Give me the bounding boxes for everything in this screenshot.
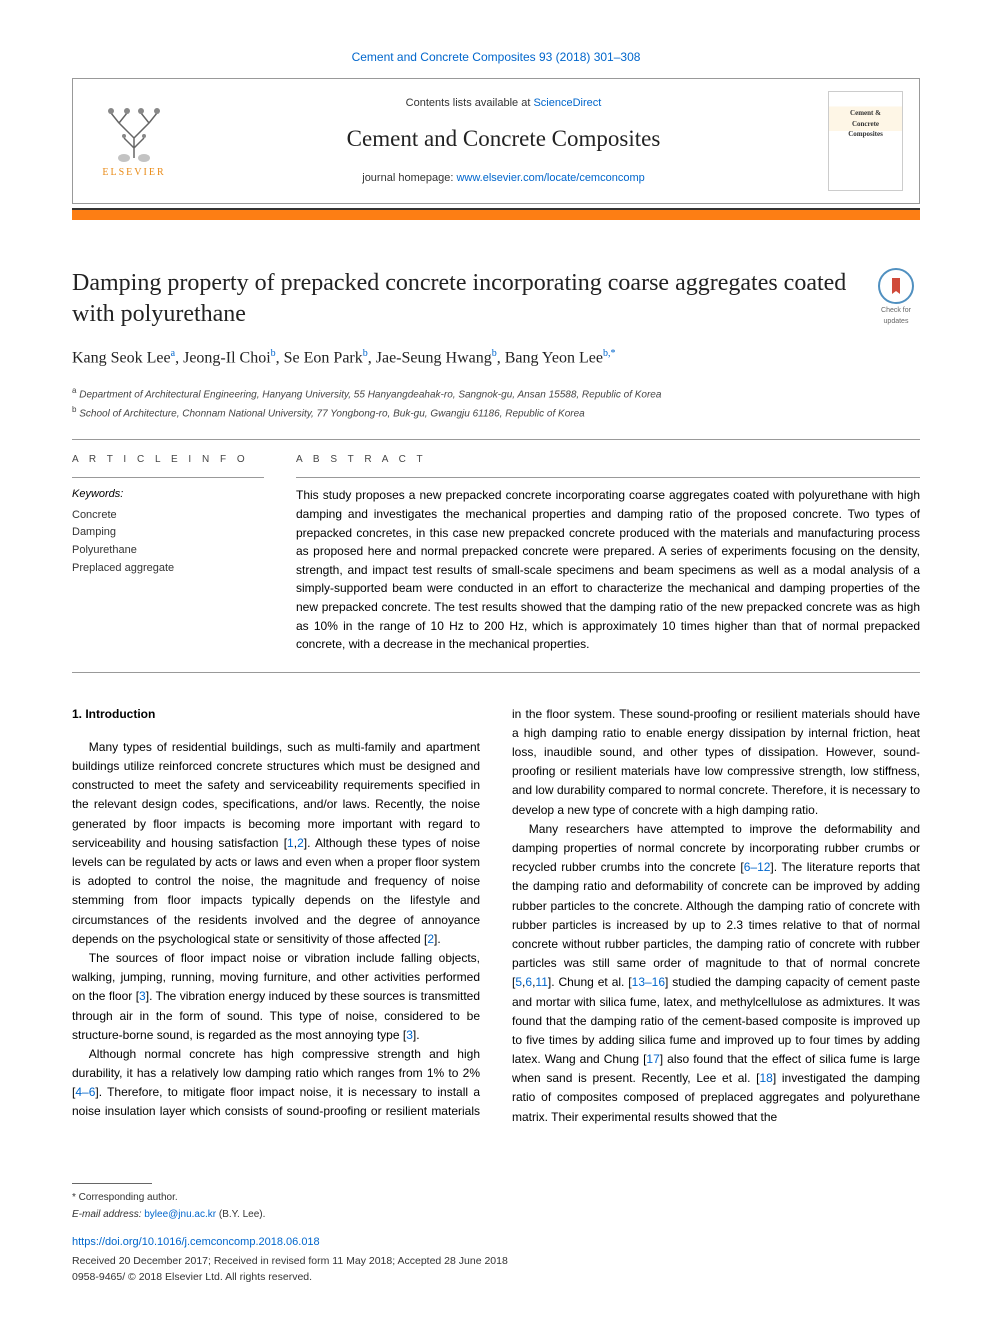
keywords-label: Keywords: bbox=[72, 486, 264, 503]
corresponding-author: * Corresponding author. bbox=[72, 1190, 920, 1205]
journal-cover-thumbnail bbox=[828, 91, 903, 191]
body-paragraph: Many researchers have attempted to impro… bbox=[512, 820, 920, 1127]
keyword: Polyurethane bbox=[72, 542, 264, 560]
body-paragraph: The sources of floor impact noise or vib… bbox=[72, 949, 480, 1045]
email-line: E-mail address: bylee@jnu.ac.kr (B.Y. Le… bbox=[72, 1207, 920, 1222]
divider bbox=[72, 439, 920, 440]
divider bbox=[72, 477, 264, 478]
authors-list: Kang Seok Leea, Jeong-Il Choib, Se Eon P… bbox=[72, 346, 920, 370]
check-updates-icon bbox=[878, 268, 914, 304]
top-citation-link[interactable]: Cement and Concrete Composites 93 (2018)… bbox=[352, 50, 641, 64]
keyword: Damping bbox=[72, 524, 264, 542]
elsevier-logo: ELSEVIER bbox=[89, 94, 179, 189]
elsevier-tree-icon bbox=[99, 103, 169, 163]
affiliation: b School of Architecture, Chonnam Nation… bbox=[72, 404, 920, 421]
abstract-text: This study proposes a new prepacked conc… bbox=[296, 486, 920, 653]
copyright: 0958-9465/ © 2018 Elsevier Ltd. All righ… bbox=[72, 1270, 920, 1286]
footnote-rule bbox=[72, 1183, 152, 1184]
elsevier-label: ELSEVIER bbox=[102, 165, 165, 180]
accent-bar bbox=[72, 208, 920, 220]
email-link[interactable]: bylee@jnu.ac.kr bbox=[144, 1209, 216, 1220]
divider bbox=[296, 477, 920, 478]
abstract-column: A B S T R A C T This study proposes a ne… bbox=[296, 452, 920, 653]
homepage-link[interactable]: www.elsevier.com/locate/cemconcomp bbox=[456, 172, 644, 184]
meta-row: A R T I C L E I N F O Keywords: Concrete… bbox=[72, 452, 920, 653]
check-updates-label: Check for updates bbox=[881, 307, 911, 325]
article-info-column: A R T I C L E I N F O Keywords: Concrete… bbox=[72, 452, 264, 653]
affiliation: a Department of Architectural Engineerin… bbox=[72, 385, 920, 402]
received-dates: Received 20 December 2017; Received in r… bbox=[72, 1254, 920, 1270]
article-title: Damping property of prepacked concrete i… bbox=[72, 268, 848, 330]
header-center: Contents lists available at ScienceDirec… bbox=[195, 95, 812, 187]
check-updates-badge[interactable]: Check for updates bbox=[872, 268, 920, 327]
journal-homepage: journal homepage: www.elsevier.com/locat… bbox=[195, 170, 812, 187]
journal-name: Cement and Concrete Composites bbox=[195, 122, 812, 157]
top-citation: Cement and Concrete Composites 93 (2018)… bbox=[72, 48, 920, 66]
body-text: 1. Introduction Many types of residentia… bbox=[72, 705, 920, 1127]
abstract-label: A B S T R A C T bbox=[296, 452, 920, 467]
keyword: Preplaced aggregate bbox=[72, 560, 264, 578]
sciencedirect-link[interactable]: ScienceDirect bbox=[533, 97, 601, 109]
article-info-label: A R T I C L E I N F O bbox=[72, 452, 264, 467]
footer: * Corresponding author. E-mail address: … bbox=[72, 1183, 920, 1286]
keyword: Concrete bbox=[72, 507, 264, 525]
doi-link[interactable]: https://doi.org/10.1016/j.cemconcomp.201… bbox=[72, 1234, 920, 1251]
intro-heading: 1. Introduction bbox=[72, 705, 480, 724]
contents-available: Contents lists available at ScienceDirec… bbox=[195, 95, 812, 112]
journal-header: ELSEVIER Contents lists available at Sci… bbox=[72, 78, 920, 204]
body-paragraph: Many types of residential buildings, suc… bbox=[72, 738, 480, 949]
divider bbox=[72, 672, 920, 673]
